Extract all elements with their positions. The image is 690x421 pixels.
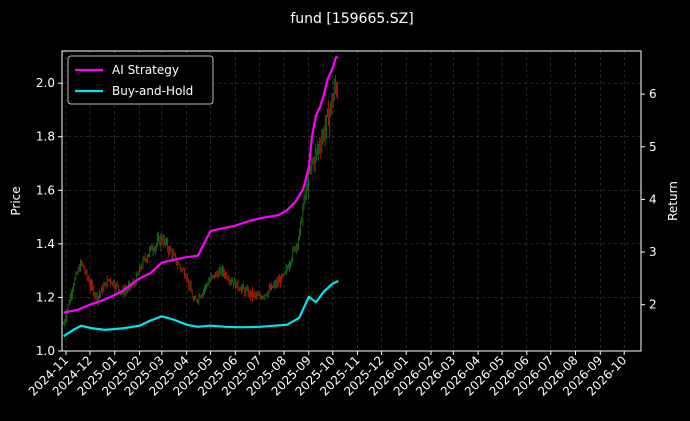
y-axis-left: 1.0 1.2 1.4 1.6 1.8 2.0 — [36, 76, 62, 358]
y-tick-label-2: 1.4 — [36, 237, 55, 251]
y2-tick-label-0: 2 — [649, 298, 657, 312]
legend: AI Strategy Buy-and-Hold — [67, 55, 214, 105]
y2-tick-label-3: 5 — [649, 140, 657, 154]
y-tick-label-5: 2.0 — [36, 76, 55, 90]
y2-tick-label-4: 6 — [649, 87, 657, 101]
y-axis-label: Price — [9, 186, 23, 215]
series-line-ai-strategy — [63, 56, 339, 314]
y-tick-label-3: 1.6 — [36, 183, 55, 197]
y-tick-label-0: 1.0 — [36, 344, 55, 358]
series-line-buy-and-hold — [62, 280, 339, 338]
y-axis-right: 2 3 4 5 6 — [641, 87, 657, 312]
y2-tick-label-1: 3 — [649, 245, 657, 259]
y-tick-label-1: 1.2 — [36, 290, 55, 304]
legend-box — [67, 55, 214, 105]
y2-tick-label-2: 4 — [649, 192, 657, 206]
legend-label-buy-and-hold: Buy-and-Hold — [112, 84, 193, 98]
plot-frame — [61, 50, 642, 352]
chart-title: fund [159665.SZ] — [290, 11, 413, 27]
y-tick-label-4: 1.8 — [36, 130, 55, 144]
legend-label-ai-strategy: AI Strategy — [112, 63, 179, 77]
y2-axis-label: Return — [666, 181, 680, 221]
return-lines — [62, 56, 339, 338]
price-candles — [63, 74, 338, 327]
